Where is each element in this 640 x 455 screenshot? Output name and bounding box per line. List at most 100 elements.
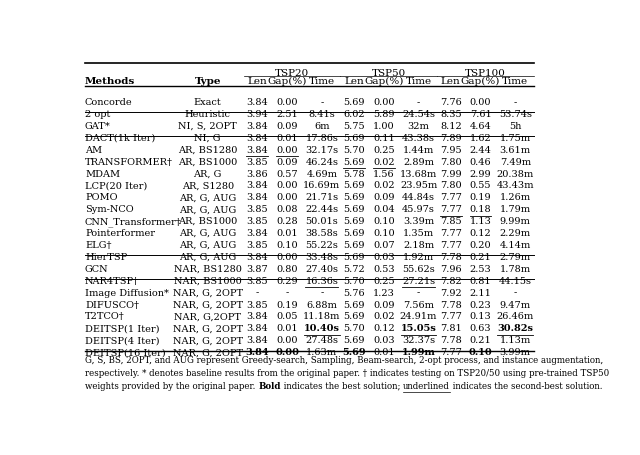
Text: 8.35: 8.35 — [440, 110, 461, 119]
Text: 1.23: 1.23 — [373, 288, 395, 298]
Text: 4.14m: 4.14m — [500, 241, 531, 250]
Text: TRANSFORMER†: TRANSFORMER† — [85, 157, 173, 167]
Text: 1.35m: 1.35m — [403, 229, 434, 238]
Text: Time: Time — [502, 77, 528, 86]
Text: DEITSP(16 Iter): DEITSP(16 Iter) — [85, 348, 166, 357]
Text: 3.84: 3.84 — [246, 98, 268, 107]
Text: NAR, G, 2OPT: NAR, G, 2OPT — [173, 301, 243, 309]
Text: -: - — [256, 288, 259, 298]
Text: 0.09: 0.09 — [373, 193, 394, 202]
Text: 0.19: 0.19 — [470, 193, 492, 202]
Text: -: - — [320, 288, 323, 298]
Text: 5h: 5h — [509, 122, 522, 131]
Text: underlined: underlined — [403, 382, 450, 391]
Text: 5.69: 5.69 — [343, 205, 365, 214]
Text: CNN_Transformer†: CNN_Transformer† — [85, 217, 182, 227]
Text: 3.84: 3.84 — [246, 229, 268, 238]
Text: -: - — [514, 288, 517, 298]
Text: AR, G, AUG: AR, G, AUG — [179, 205, 236, 214]
Text: 24.54s: 24.54s — [402, 110, 435, 119]
Text: 0.57: 0.57 — [276, 170, 298, 178]
Text: 7.85: 7.85 — [440, 217, 461, 226]
Text: 7.61: 7.61 — [470, 110, 492, 119]
Text: 13.68m: 13.68m — [400, 170, 437, 178]
Text: 7.49m: 7.49m — [500, 157, 531, 167]
Text: GAT*: GAT* — [85, 122, 111, 131]
Text: 0.12: 0.12 — [470, 229, 492, 238]
Text: DIFUSCO†: DIFUSCO† — [85, 301, 139, 309]
Text: TSP20: TSP20 — [275, 69, 309, 78]
Text: NAR, BS1000: NAR, BS1000 — [174, 277, 241, 286]
Text: 44.15s: 44.15s — [499, 277, 532, 286]
Text: respectively. * denotes baseline results from the original paper. † indicates te: respectively. * denotes baseline results… — [85, 369, 609, 378]
Text: 1.99m: 1.99m — [401, 348, 435, 357]
Text: 20.38m: 20.38m — [497, 170, 534, 178]
Text: 3.84: 3.84 — [246, 193, 268, 202]
Text: 8.12: 8.12 — [440, 122, 461, 131]
Text: 1.78m: 1.78m — [500, 265, 531, 274]
Text: AR, BS1280: AR, BS1280 — [178, 146, 237, 155]
Text: 1.62: 1.62 — [470, 134, 492, 143]
Text: 7.95: 7.95 — [440, 146, 461, 155]
Text: 21.71s: 21.71s — [305, 193, 339, 202]
Text: indicates the second-best solution.: indicates the second-best solution. — [450, 382, 602, 391]
Text: 5.70: 5.70 — [343, 277, 365, 286]
Text: 4.69m: 4.69m — [307, 170, 337, 178]
Text: Methods: Methods — [85, 77, 135, 86]
Text: 7.78: 7.78 — [440, 253, 461, 262]
Text: 3.84: 3.84 — [246, 324, 268, 334]
Text: 2.79m: 2.79m — [500, 253, 531, 262]
Text: 0.28: 0.28 — [276, 217, 298, 226]
Text: 7.77: 7.77 — [440, 241, 461, 250]
Text: Len: Len — [441, 77, 461, 86]
Text: 7.92: 7.92 — [440, 288, 461, 298]
Text: 0.01: 0.01 — [276, 229, 298, 238]
Text: 7.96: 7.96 — [440, 265, 461, 274]
Text: 5.69: 5.69 — [343, 336, 365, 345]
Text: AR, G, AUG: AR, G, AUG — [179, 193, 236, 202]
Text: 32m: 32m — [408, 122, 429, 131]
Text: AM: AM — [85, 146, 102, 155]
Text: 0.21: 0.21 — [470, 253, 492, 262]
Text: NI, G: NI, G — [195, 134, 221, 143]
Text: 0.00: 0.00 — [276, 98, 298, 107]
Text: 5.89: 5.89 — [373, 110, 394, 119]
Text: 7.76: 7.76 — [440, 98, 461, 107]
Text: 53.74s: 53.74s — [499, 110, 532, 119]
Text: 46.24s: 46.24s — [305, 157, 339, 167]
Text: 32.37s: 32.37s — [402, 336, 435, 345]
Text: 0.09: 0.09 — [276, 157, 298, 167]
Text: 5.69: 5.69 — [343, 301, 365, 309]
Text: 7.56m: 7.56m — [403, 301, 434, 309]
Text: 3.84: 3.84 — [246, 348, 269, 357]
Text: 6.02: 6.02 — [343, 110, 365, 119]
Text: 7.77: 7.77 — [440, 313, 461, 322]
Text: 0.09: 0.09 — [276, 122, 298, 131]
Text: 0.07: 0.07 — [373, 241, 395, 250]
Text: 0.11: 0.11 — [373, 134, 395, 143]
Text: 0.01: 0.01 — [373, 348, 395, 357]
Text: 1.56: 1.56 — [373, 170, 395, 178]
Text: Sym-NCO: Sym-NCO — [85, 205, 134, 214]
Text: 5.69: 5.69 — [343, 193, 365, 202]
Text: 0.00: 0.00 — [276, 193, 298, 202]
Text: 17.86s: 17.86s — [305, 134, 338, 143]
Text: NAR, G, 2OPT: NAR, G, 2OPT — [173, 348, 243, 357]
Text: 3.87: 3.87 — [246, 265, 268, 274]
Text: Bold: Bold — [258, 382, 280, 391]
Text: 7.99: 7.99 — [440, 170, 461, 178]
Text: 3.84: 3.84 — [246, 336, 268, 345]
Text: 7.77: 7.77 — [440, 348, 461, 357]
Text: 0.05: 0.05 — [276, 313, 298, 322]
Text: 0.29: 0.29 — [276, 277, 298, 286]
Text: -: - — [514, 98, 517, 107]
Text: 43.38s: 43.38s — [402, 134, 435, 143]
Text: indicates the best solution;: indicates the best solution; — [280, 382, 403, 391]
Text: 0.23: 0.23 — [470, 301, 492, 309]
Text: 33.48s: 33.48s — [305, 253, 339, 262]
Text: 2.29m: 2.29m — [500, 229, 531, 238]
Text: 27.40s: 27.40s — [305, 265, 339, 274]
Text: 0.10: 0.10 — [276, 241, 298, 250]
Text: HierTSP: HierTSP — [85, 253, 127, 262]
Text: 0.19: 0.19 — [276, 301, 298, 309]
